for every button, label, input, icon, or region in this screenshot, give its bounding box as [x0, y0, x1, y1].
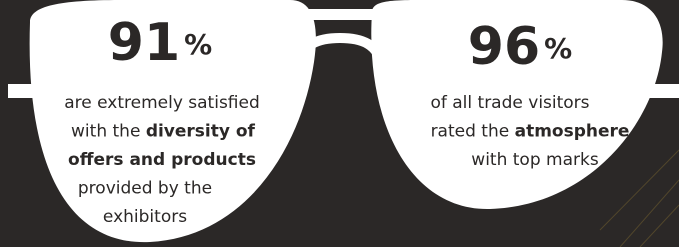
description-line: with top marks: [471, 150, 599, 170]
text: with top marks: [471, 150, 599, 170]
description-line: exhibitors: [103, 207, 187, 227]
description-line: provided by the: [78, 179, 212, 199]
text: rated the: [431, 122, 515, 142]
description-line: are extremely satisfied: [64, 93, 260, 113]
bold-text: diversity of: [146, 122, 256, 142]
number: 91: [108, 13, 180, 73]
text: exhibitors: [103, 207, 187, 227]
description-line: rated the atmosphere: [431, 122, 630, 142]
bold-text: offers and products: [68, 150, 256, 170]
infographic: 91% are extremely satisfied with the diver…: [0, 0, 679, 247]
description-line: of all trade visitors: [430, 93, 589, 113]
text: provided by the: [78, 179, 212, 199]
bold-text: atmosphere: [515, 122, 630, 142]
unit: %: [544, 32, 572, 65]
text: are extremely satisfied: [64, 93, 260, 113]
text: with the: [71, 122, 146, 142]
unit: %: [184, 28, 212, 61]
page: 91% are extremely satisfied with the diver…: [0, 0, 679, 247]
description-line: offers and products: [68, 150, 256, 170]
number: 96: [468, 17, 540, 77]
description-line: with the diversity of: [71, 122, 256, 142]
text: of all trade visitors: [430, 93, 589, 113]
